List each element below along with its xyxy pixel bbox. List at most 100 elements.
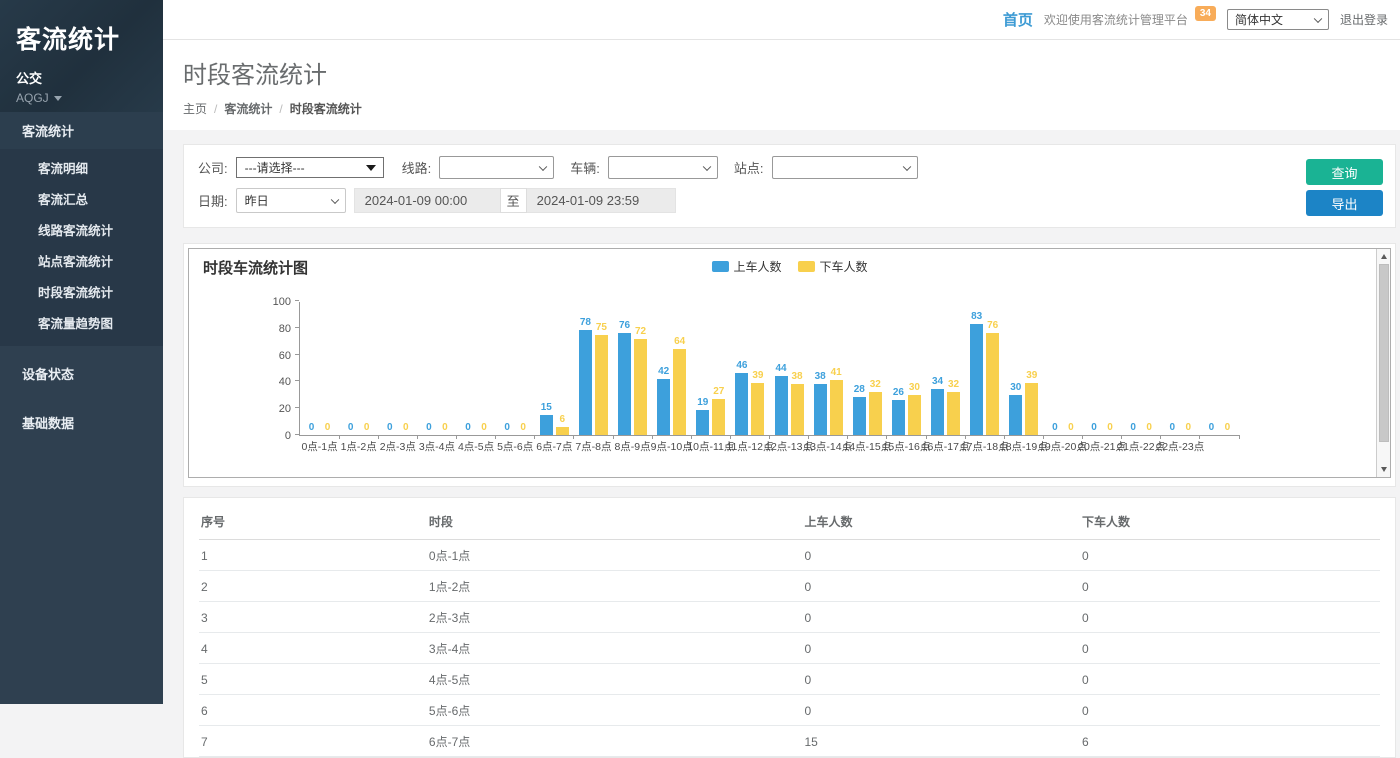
- bar-group: 000点-1点: [300, 302, 339, 435]
- bar-value-label: 27: [713, 386, 724, 397]
- sidebar: 客流统计 公交 AQGJ 客流统计 客流明细客流汇总线路客流统计站点客流统计时段…: [0, 0, 163, 704]
- bar-value-label: 39: [752, 370, 763, 381]
- chart-plot: 000点-1点001点-2点002点-3点003点-4点004点-5点005点-…: [299, 302, 1239, 436]
- scroll-down-icon[interactable]: [1377, 463, 1390, 476]
- breadcrumb-current: 时段客流统计: [290, 100, 362, 117]
- sidebar-subitem[interactable]: 站点客流统计: [0, 245, 163, 276]
- chart-scrollbar[interactable]: [1376, 249, 1390, 477]
- chart-legend: 上车人数下车人数: [711, 258, 867, 275]
- table-row: 21点-2点00: [199, 571, 1380, 602]
- logout-link[interactable]: 退出登录: [1340, 11, 1388, 28]
- table-row: 32点-3点00: [199, 602, 1380, 633]
- breadcrumb-separator: /: [214, 102, 217, 116]
- breadcrumb-home[interactable]: 主页: [183, 100, 207, 117]
- x-axis-label: 3点-4点: [419, 439, 455, 454]
- bar-group: 263015点-16点: [887, 302, 926, 435]
- y-axis-tick-mark: [295, 327, 299, 328]
- page-title: 时段客流统计: [183, 55, 1400, 90]
- x-axis-tick-mark: [1199, 435, 1200, 439]
- date-range-separator: 至: [500, 188, 527, 213]
- y-axis-tick-label: 40: [279, 376, 291, 388]
- y-axis-tick-mark: [295, 407, 299, 408]
- bar: 76: [986, 333, 999, 435]
- bar-group: 0021点-22点: [1122, 302, 1161, 435]
- bar-value-label: 38: [815, 371, 826, 382]
- table-cell: 0: [1080, 633, 1380, 664]
- x-axis-tick-mark: [495, 435, 496, 439]
- sidebar-subitem[interactable]: 客流明细: [0, 152, 163, 183]
- bar-value-label: 0: [1186, 422, 1192, 433]
- breadcrumb-mid[interactable]: 客流统计: [224, 100, 272, 117]
- station-select[interactable]: [772, 156, 918, 179]
- x-axis-label: 4点-5点: [458, 439, 494, 454]
- bar-value-label: 0: [309, 422, 315, 433]
- bar: 46: [735, 373, 748, 435]
- chevron-down-icon: [902, 162, 910, 170]
- table-cell: 0: [802, 602, 1080, 633]
- language-select[interactable]: 简体中文: [1227, 9, 1329, 30]
- sidebar-subitem[interactable]: 客流汇总: [0, 183, 163, 214]
- table-cell: 2: [199, 571, 427, 602]
- y-axis-tick-mark: [295, 354, 299, 355]
- scroll-up-icon[interactable]: [1377, 250, 1390, 263]
- legend-item[interactable]: 上车人数: [711, 258, 781, 275]
- y-axis-tick-mark: [295, 300, 299, 301]
- bar: 64: [673, 349, 686, 435]
- x-axis-tick-mark: [1239, 435, 1240, 439]
- x-axis-tick-mark: [573, 435, 574, 439]
- table-cell: 2点-3点: [427, 602, 803, 633]
- bar-value-label: 72: [635, 326, 646, 337]
- bar: 38: [791, 384, 804, 435]
- table-cell: 0: [802, 664, 1080, 695]
- date-preset-select[interactable]: 昨日: [236, 188, 346, 213]
- line-select[interactable]: [439, 156, 554, 179]
- app-title: 客流统计: [16, 20, 163, 56]
- bar: 39: [751, 383, 764, 435]
- company-value: ---请选择---: [245, 159, 305, 176]
- org-code-dropdown[interactable]: AQGJ: [16, 91, 163, 105]
- bar-value-label: 30: [1010, 382, 1021, 393]
- bar-group: 42649点-10点: [652, 302, 691, 435]
- bar-group: 384113点-14点: [809, 302, 848, 435]
- table-cell: 5: [199, 664, 427, 695]
- table-cell: 0: [802, 540, 1080, 571]
- table-row: 10点-1点00: [199, 540, 1380, 571]
- home-link[interactable]: 首页: [1003, 9, 1033, 30]
- top-navbar: 首页 欢迎使用客流统计管理平台 34 简体中文 退出登录: [163, 0, 1400, 40]
- table-cell: 0: [802, 633, 1080, 664]
- bar-value-label: 0: [1170, 422, 1176, 433]
- scrollbar-thumb[interactable]: [1379, 264, 1389, 442]
- sidebar-subitem[interactable]: 客流量趋势图: [0, 307, 163, 338]
- bar-value-label: 0: [520, 422, 526, 433]
- main-area: 首页 欢迎使用客流统计管理平台 34 简体中文 退出登录 时段客流统计 主页 /…: [163, 0, 1400, 704]
- bar-value-label: 19: [697, 397, 708, 408]
- sidebar-item-base-data[interactable]: 基础数据: [0, 401, 163, 444]
- query-button[interactable]: 查询: [1306, 159, 1383, 185]
- sidebar-item-device-status[interactable]: 设备状态: [0, 352, 163, 395]
- x-axis-label: 2点-3点: [380, 439, 416, 454]
- date-to-input[interactable]: 2024-01-09 23:59: [527, 188, 676, 213]
- sidebar-item-passenger-stats[interactable]: 客流统计: [0, 112, 163, 149]
- breadcrumb: 主页 / 客流统计 / 时段客流统计: [183, 100, 1400, 117]
- company-select[interactable]: ---请选择---: [236, 157, 384, 178]
- export-button[interactable]: 导出: [1306, 190, 1383, 216]
- table-cell: 0: [802, 571, 1080, 602]
- sidebar-subitem[interactable]: 线路客流统计: [0, 214, 163, 245]
- bar: 27: [712, 399, 725, 435]
- table-cell: 0: [802, 695, 1080, 726]
- x-axis-tick-mark: [456, 435, 457, 439]
- bar-group: 443812点-13点: [770, 302, 809, 435]
- y-axis-tick-mark: [295, 380, 299, 381]
- x-axis-tick-mark: [339, 435, 340, 439]
- legend-item[interactable]: 下车人数: [798, 258, 868, 275]
- bar-group: 1566点-7点: [535, 302, 574, 435]
- bar-group: 463911点-12点: [730, 302, 769, 435]
- y-axis-tick-label: 20: [279, 403, 291, 415]
- date-from-input[interactable]: 2024-01-09 00:00: [354, 188, 500, 213]
- vehicle-select[interactable]: [608, 156, 718, 179]
- table-body: 10点-1点0021点-2点0032点-3点0043点-4点0054点-5点00…: [199, 540, 1380, 757]
- x-axis-tick-mark: [534, 435, 535, 439]
- time-slot-table: 序号时段上车人数下车人数 10点-1点0021点-2点0032点-3点0043点…: [199, 504, 1380, 757]
- bar-value-label: 0: [403, 422, 409, 433]
- sidebar-subitem[interactable]: 时段客流统计: [0, 276, 163, 307]
